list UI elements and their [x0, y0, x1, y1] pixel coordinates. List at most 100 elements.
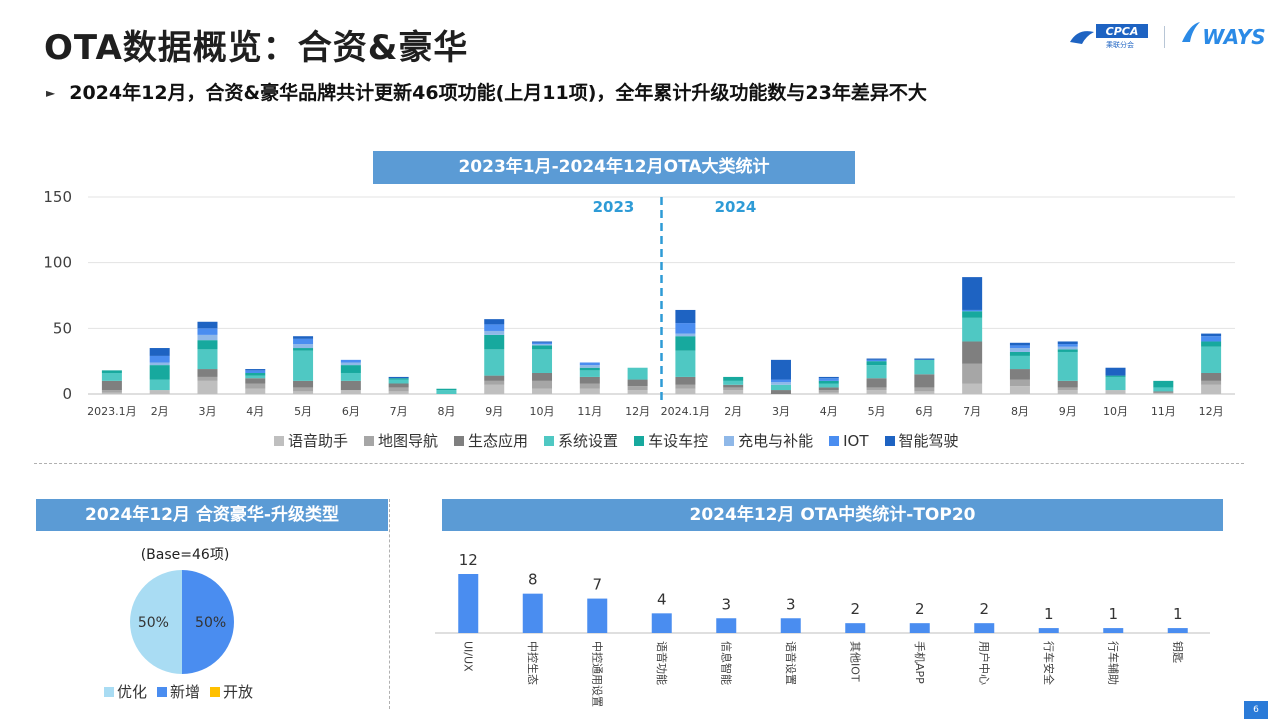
x-tick-label: 3月: [772, 405, 790, 418]
bar-segment: [1057, 344, 1078, 347]
bar-segment: [245, 372, 266, 376]
x-tick-label: 9月: [1059, 405, 1077, 418]
bar-segment: [1009, 345, 1030, 349]
legend-label: 地图导航: [378, 432, 439, 450]
bar-segment: [436, 390, 457, 394]
bar-segment: [962, 363, 983, 384]
bar-segment: [293, 350, 314, 381]
bar: [1167, 628, 1188, 633]
legend-swatch: [724, 435, 735, 446]
x-tick-label: 2月: [151, 405, 169, 418]
cpca-subtext: 乘联分会: [1106, 40, 1134, 49]
legend-swatch: [634, 435, 645, 446]
pie-legend-label: 优化: [117, 683, 148, 701]
bar-segment: [388, 391, 409, 394]
legend-label: 系统设置: [558, 432, 619, 450]
bar-segment: [101, 380, 122, 391]
pie-legend-swatch: [210, 686, 221, 697]
bar-segment: [579, 367, 600, 371]
bar-segment: [149, 390, 170, 394]
x-tick-label: 11月: [577, 405, 602, 418]
bar-segment: [1057, 349, 1078, 352]
legend-swatch: [884, 435, 895, 446]
legend-swatch: [829, 435, 840, 446]
bar-segment: [293, 348, 314, 351]
bar-segment: [340, 365, 361, 373]
legend-item: 充电与补能: [724, 430, 813, 451]
x-tick-label: 4月: [246, 405, 264, 418]
bar-segment: [818, 380, 839, 384]
column-divider: [389, 499, 390, 709]
bar-segment: [1009, 386, 1030, 394]
bar-segment: [1057, 390, 1078, 394]
bar-segment: [627, 390, 648, 394]
bar-segment: [675, 384, 696, 389]
bar-segment: [484, 319, 505, 325]
bar-value-label: 1: [1108, 605, 1118, 623]
year-label-2024: 2024: [715, 198, 757, 216]
bar-segment: [962, 311, 983, 318]
bar-segment: [675, 333, 696, 337]
bar-segment: [245, 388, 266, 394]
bar-segment: [770, 379, 791, 383]
bar-segment: [723, 384, 744, 388]
bar: [974, 623, 995, 633]
bar-segment: [149, 355, 170, 363]
x-tick-label: 6月: [915, 405, 933, 418]
bar-segment: [532, 345, 553, 350]
bar-segment: [675, 309, 696, 324]
legend-item: 车设车控: [634, 430, 708, 451]
x-tick-label: 2024.1月: [661, 405, 711, 418]
section-divider: [34, 463, 1244, 464]
bar: [845, 623, 866, 633]
legend-item: IOT: [829, 430, 869, 451]
bar-segment: [1105, 367, 1126, 376]
x-tick-label: 12月: [625, 405, 650, 418]
x-tick-label: 5月: [868, 405, 886, 418]
bar-segment: [579, 370, 600, 377]
bar: [1103, 628, 1124, 633]
pie-legend-item: 新增: [157, 681, 200, 702]
bar-segment: [340, 372, 361, 381]
x-category-label: 钥匙: [1171, 641, 1185, 663]
bar-segment: [1057, 380, 1078, 388]
bar-segment: [818, 392, 839, 394]
bar-value-label: 4: [657, 590, 667, 608]
bar-segment: [484, 349, 505, 376]
bar-segment: [818, 383, 839, 388]
bar-segment: [197, 328, 218, 335]
bar-segment: [484, 375, 505, 381]
bar-segment: [818, 376, 839, 379]
y-tick-label: 100: [43, 254, 72, 272]
bar-segment: [340, 390, 361, 394]
pie-legend-label: 新增: [170, 683, 201, 701]
bar-segment: [1201, 380, 1222, 385]
bar-segment: [293, 380, 314, 388]
page-title: OTA数据概览：合资&豪华: [44, 28, 469, 68]
bar-segment: [101, 392, 122, 394]
x-tick-label: 10月: [1103, 405, 1128, 418]
legend-item: 地图导航: [364, 430, 438, 451]
bar-value-label: 3: [721, 595, 731, 613]
x-category-label: 中控通用设置: [590, 641, 604, 707]
bar-segment: [770, 382, 791, 385]
bar-segment: [675, 350, 696, 377]
bar-segment: [579, 376, 600, 384]
bar-segment: [723, 380, 744, 385]
bar-segment: [101, 370, 122, 373]
bar-segment: [1201, 333, 1222, 337]
bar-segment: [149, 362, 170, 366]
bar-segment: [866, 361, 887, 366]
bar-segment: [532, 372, 553, 381]
legend-swatch: [274, 435, 284, 446]
bar-segment: [579, 388, 600, 394]
legend-label: 生态应用: [468, 432, 529, 450]
bar: [909, 623, 930, 633]
bar-segment: [627, 367, 648, 380]
legend-label: 充电与补能: [738, 432, 814, 450]
bar-segment: [245, 370, 266, 373]
bar-segment: [484, 324, 505, 331]
bar: [780, 618, 801, 633]
bar-segment: [1057, 351, 1078, 381]
bar-segment: [340, 359, 361, 363]
